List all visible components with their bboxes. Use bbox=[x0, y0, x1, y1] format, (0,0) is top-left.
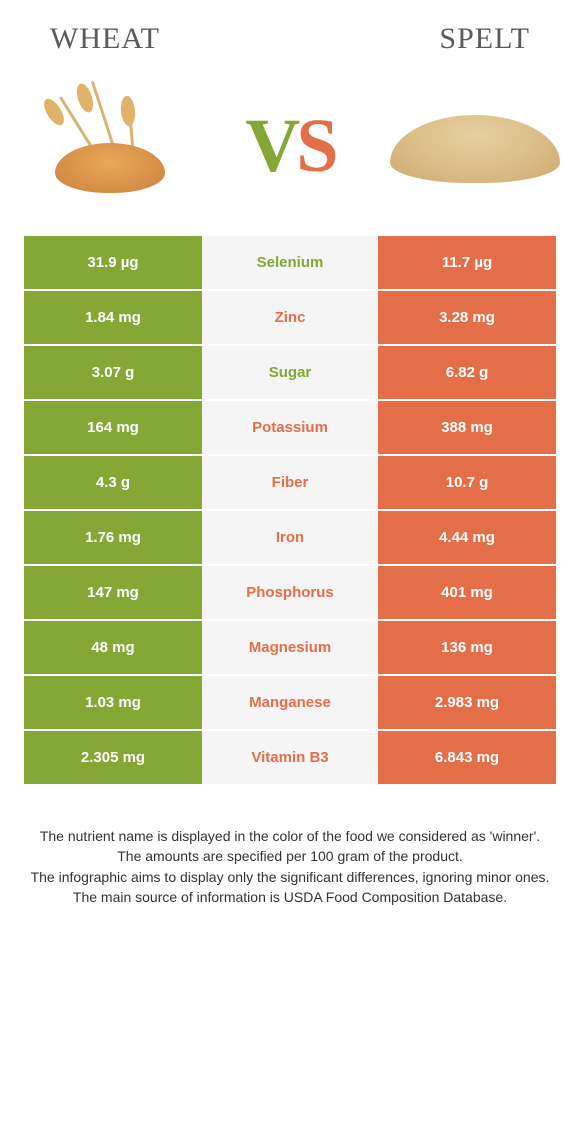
table-row: 1.84 mgZinc3.28 mg bbox=[24, 289, 556, 344]
header: Wheat Spelt bbox=[0, 0, 580, 66]
table-row: 31.9 µgSelenium11.7 µg bbox=[24, 236, 556, 289]
wheat-value: 48 mg bbox=[24, 621, 202, 674]
spelt-value: 4.44 mg bbox=[378, 511, 556, 564]
footnote-line: The amounts are specified per 100 gram o… bbox=[20, 846, 560, 866]
table-row: 164 mgPotassium388 mg bbox=[24, 399, 556, 454]
spelt-value: 388 mg bbox=[378, 401, 556, 454]
wheat-value: 1.03 mg bbox=[24, 676, 202, 729]
nutrient-label: Iron bbox=[202, 511, 378, 564]
wheat-value: 1.76 mg bbox=[24, 511, 202, 564]
wheat-value: 2.305 mg bbox=[24, 731, 202, 784]
nutrient-label: Sugar bbox=[202, 346, 378, 399]
wheat-image bbox=[15, 86, 195, 206]
vs-v-letter: V bbox=[245, 103, 296, 190]
spelt-value: 10.7 g bbox=[378, 456, 556, 509]
table-row: 1.03 mgManganese2.983 mg bbox=[24, 674, 556, 729]
wheat-value: 164 mg bbox=[24, 401, 202, 454]
table-row: 147 mgPhosphorus401 mg bbox=[24, 564, 556, 619]
wheat-value: 3.07 g bbox=[24, 346, 202, 399]
footnote-line: The infographic aims to display only the… bbox=[20, 867, 560, 887]
footnotes: The nutrient name is displayed in the co… bbox=[20, 826, 560, 907]
spelt-image bbox=[385, 86, 565, 206]
nutrient-label: Magnesium bbox=[202, 621, 378, 674]
wheat-value: 1.84 mg bbox=[24, 291, 202, 344]
footnote-line: The nutrient name is displayed in the co… bbox=[20, 826, 560, 846]
table-row: 1.76 mgIron4.44 mg bbox=[24, 509, 556, 564]
spelt-value: 401 mg bbox=[378, 566, 556, 619]
table-row: 3.07 gSugar6.82 g bbox=[24, 344, 556, 399]
nutrient-label: Selenium bbox=[202, 236, 378, 289]
nutrient-label: Phosphorus bbox=[202, 566, 378, 619]
nutrient-label: Vitamin B3 bbox=[202, 731, 378, 784]
table-row: 48 mgMagnesium136 mg bbox=[24, 619, 556, 674]
spelt-value: 2.983 mg bbox=[378, 676, 556, 729]
table-row: 2.305 mgVitamin B36.843 mg bbox=[24, 729, 556, 784]
spelt-value: 3.28 mg bbox=[378, 291, 556, 344]
nutrient-label: Fiber bbox=[202, 456, 378, 509]
nutrient-label: Potassium bbox=[202, 401, 378, 454]
spelt-value: 6.82 g bbox=[378, 346, 556, 399]
table-row: 4.3 gFiber10.7 g bbox=[24, 454, 556, 509]
spelt-value: 11.7 µg bbox=[378, 236, 556, 289]
wheat-value: 147 mg bbox=[24, 566, 202, 619]
wheat-value: 31.9 µg bbox=[24, 236, 202, 289]
nutrient-table: 31.9 µgSelenium11.7 µg1.84 mgZinc3.28 mg… bbox=[24, 236, 556, 784]
nutrient-label: Zinc bbox=[202, 291, 378, 344]
vs-label: VS bbox=[245, 103, 334, 190]
wheat-icon bbox=[25, 91, 185, 201]
nutrient-label: Manganese bbox=[202, 676, 378, 729]
vs-row: VS bbox=[0, 66, 580, 236]
footnote-line: The main source of information is USDA F… bbox=[20, 887, 560, 907]
spelt-value: 136 mg bbox=[378, 621, 556, 674]
right-food-title: Spelt bbox=[439, 22, 530, 56]
spelt-icon bbox=[390, 101, 560, 191]
spelt-value: 6.843 mg bbox=[378, 731, 556, 784]
left-food-title: Wheat bbox=[50, 22, 160, 56]
vs-s-letter: S bbox=[296, 103, 334, 190]
wheat-value: 4.3 g bbox=[24, 456, 202, 509]
